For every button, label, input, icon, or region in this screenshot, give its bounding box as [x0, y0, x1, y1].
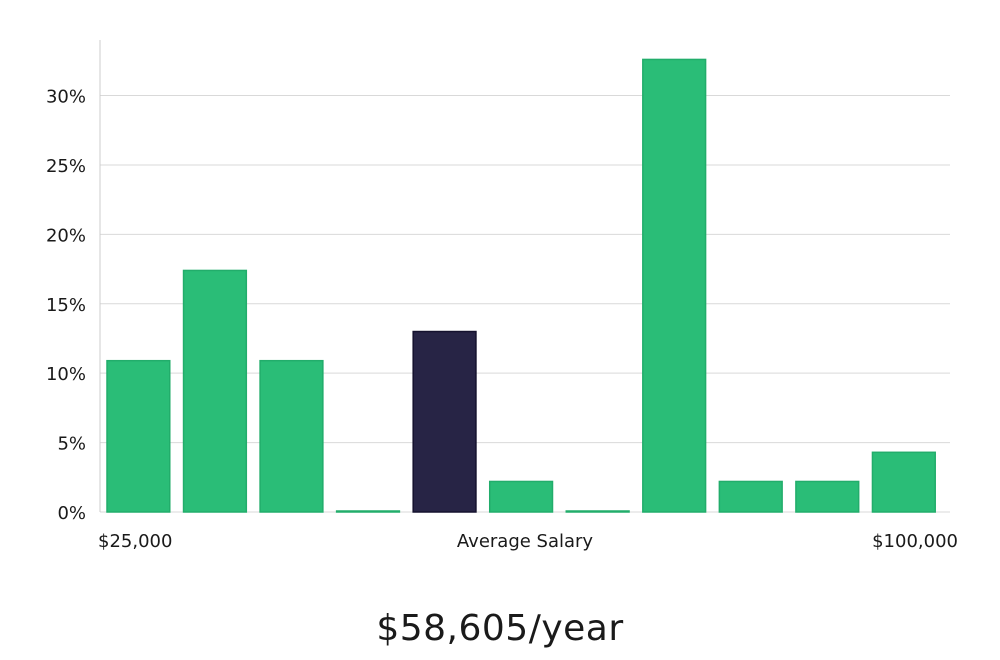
- y-tick-label: 30%: [46, 87, 86, 108]
- y-tick-label: 25%: [46, 156, 86, 177]
- bar-average-salary: [412, 330, 477, 513]
- x-label-min: $25,000: [98, 531, 172, 552]
- bar: [106, 359, 171, 513]
- bar: [795, 480, 860, 513]
- average-salary-value: $58,605/year: [376, 608, 624, 649]
- bars: [106, 58, 936, 513]
- salary-histogram: 0% 5% 10% 15% 20% 25% 30% $25,000 Average Sala…: [46, 40, 958, 552]
- y-tick-label: 15%: [46, 295, 86, 316]
- y-tick-label: 0%: [57, 503, 86, 524]
- bar: [259, 359, 324, 513]
- y-tick-labels: 0% 5% 10% 15% 20% 25% 30%: [46, 87, 86, 524]
- y-tick-label: 20%: [46, 225, 86, 246]
- bar: [642, 58, 707, 513]
- x-label-average-salary: Average Salary: [457, 531, 594, 552]
- bar: [871, 451, 936, 513]
- bar: [335, 510, 401, 513]
- bar: [565, 510, 630, 513]
- y-tick-label: 5%: [57, 434, 86, 455]
- bar: [182, 269, 248, 513]
- bar: [488, 480, 554, 513]
- y-tick-label: 10%: [46, 364, 86, 385]
- bar: [718, 480, 783, 513]
- x-label-max: $100,000: [872, 531, 958, 552]
